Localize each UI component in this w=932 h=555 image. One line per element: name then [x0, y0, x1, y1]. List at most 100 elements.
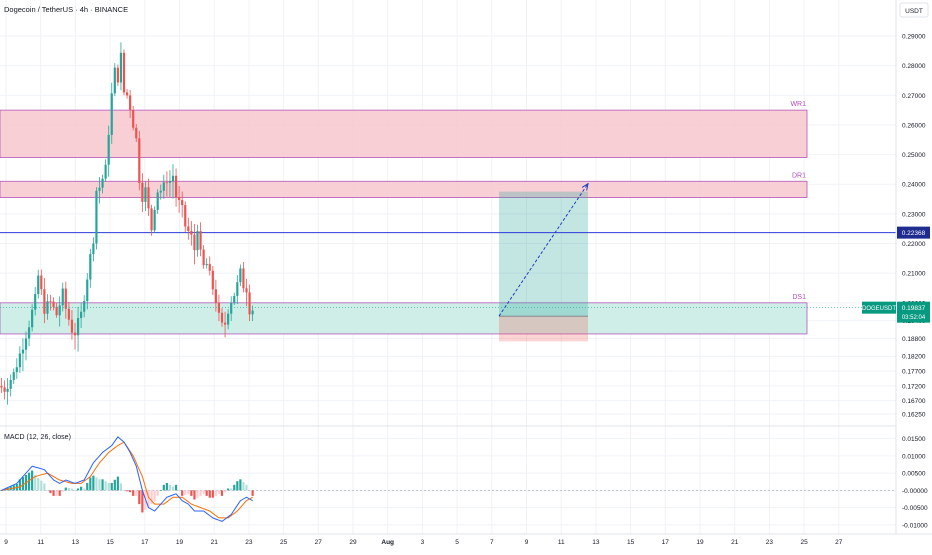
candle-body [49, 301, 52, 303]
candle-body [46, 301, 49, 314]
profit-area[interactable] [499, 191, 588, 317]
macd-histogram-bar [138, 490, 141, 505]
time-tick-label: 17 [662, 539, 670, 546]
macd-histogram-bar [227, 488, 230, 491]
candle-body [168, 181, 172, 183]
currency-button[interactable] [899, 2, 929, 18]
zone-ds1[interactable] [0, 302, 808, 335]
macd-histogram-bar [205, 490, 208, 496]
candle-body [132, 110, 135, 128]
macd-tick-label: -0.01000 [902, 522, 928, 529]
countdown-text: 03:52:04 [902, 315, 926, 321]
price-tick-label: 0.17200 [902, 383, 926, 390]
time-tick-label: 3 [421, 539, 425, 546]
projection-line[interactable] [498, 183, 589, 317]
candle-body [171, 175, 175, 182]
candle-body [92, 243, 95, 255]
candle-body [202, 249, 205, 266]
candle-body [37, 275, 40, 295]
candle-body [70, 319, 74, 333]
candle-body [0, 385, 3, 388]
last-price-tag [897, 301, 930, 323]
macd-histogram-bar [83, 488, 86, 491]
candle-body [27, 327, 31, 339]
price-tick-label: 0.22000 [902, 241, 926, 248]
projection-arrowhead [581, 182, 589, 191]
macd-histogram-bar [187, 490, 190, 495]
price-tick-label: 0.23000 [902, 211, 926, 218]
candle-body [76, 318, 80, 336]
loss-area[interactable] [499, 316, 588, 342]
candle-body [89, 254, 92, 280]
candle-body [217, 303, 221, 313]
candle-body [18, 353, 21, 368]
candle-body [138, 138, 141, 183]
macd-histogram-bar [76, 488, 80, 491]
macd-histogram-bar [116, 476, 119, 491]
macd-histogram-bar [107, 482, 110, 491]
zone-dr1[interactable] [0, 180, 808, 198]
price-axis[interactable]: 0.29000 0.28000 0.27000 0.26000 0.25000 0.240… [895, 0, 932, 550]
zone-label-dr1: DR1 [792, 172, 806, 179]
macd-histogram-bar [217, 490, 221, 495]
macd-histogram-bar [104, 481, 107, 491]
candle-body [230, 302, 233, 314]
macd-histogram-bar [129, 490, 132, 493]
time-tick-label: 27 [835, 539, 843, 546]
macd-histogram-bar [236, 481, 239, 491]
candle-body [251, 310, 254, 315]
macd-histogram-bar [193, 490, 196, 500]
time-axis[interactable]: 9 11 13 15 17 19 21 23 25 27 29 Aug 3 5 7 9 11 13 15 17 19 21… [0, 533, 932, 546]
candle-body [214, 289, 217, 304]
macd-histogram-bar [171, 486, 175, 491]
price-tick-label: 0.16250 [902, 412, 926, 419]
candle-body [165, 182, 168, 184]
candle-body [125, 92, 129, 96]
candle-body [101, 178, 104, 188]
time-tick-label: 25 [280, 539, 288, 546]
macd-histogram-bar [150, 490, 153, 505]
zone-wr1[interactable] [0, 109, 808, 158]
macd-histogram-bar [174, 484, 178, 491]
macd-histogram-bar [21, 477, 25, 491]
price-tick-label: 0.16700 [902, 398, 926, 405]
candle-body [21, 349, 25, 354]
candle-body [178, 197, 181, 201]
candle-body [174, 175, 178, 198]
time-tick-label: 13 [592, 539, 600, 546]
macd-histogram-bar [101, 479, 104, 491]
candle-body [31, 309, 34, 328]
candle-body [119, 52, 123, 83]
macd-histogram-bar [181, 490, 184, 496]
macd-histogram-bar [208, 490, 211, 498]
time-tick-label: 23 [766, 539, 774, 546]
candle-body [110, 93, 113, 135]
candle-body [184, 205, 187, 227]
macd-histogram-bar [230, 488, 233, 491]
macd-histogram-bar [55, 490, 58, 496]
macd-histogram-bar [122, 490, 126, 491]
macd-histogram-bar [211, 490, 214, 498]
macd-histogram-bar [214, 490, 217, 496]
candle-body [86, 279, 89, 302]
macd-histogram-bar [110, 482, 113, 491]
macd-histogram-bar [18, 479, 21, 491]
candle-body [162, 182, 165, 191]
macd-histogram-bar [95, 477, 98, 491]
macd-histogram-bar [37, 477, 40, 491]
time-tick-label: 9 [4, 539, 8, 546]
candle-body [40, 275, 43, 290]
candle-body [116, 67, 119, 83]
long-position-tool[interactable] [499, 191, 588, 342]
macd-histogram-bar [49, 490, 52, 494]
time-tick-label: 19 [176, 539, 184, 546]
time-tick-label: 9 [525, 539, 529, 546]
macd-label: MACD (12, 26, close) [4, 434, 71, 441]
candle-body [52, 301, 55, 307]
projection-arrow[interactable] [498, 182, 589, 317]
candle-body [181, 200, 184, 206]
time-tick-label: 7 [490, 539, 494, 546]
